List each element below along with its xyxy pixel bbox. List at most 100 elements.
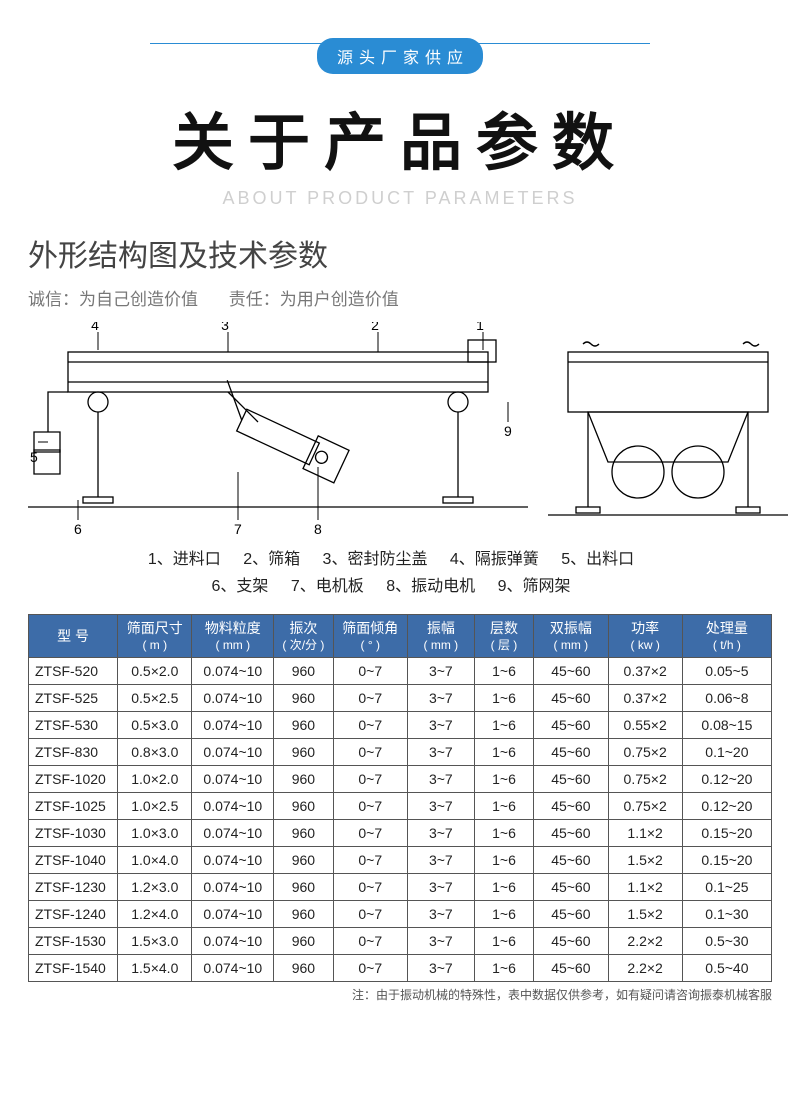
table-row: ZTSF-12401.2×4.00.074~109600~73~71~645~6… [29,901,772,928]
table-cell: 0.12~20 [682,766,771,793]
table-cell: 0~7 [333,928,407,955]
legend-item: 3、密封防尘盖 [323,551,428,568]
legend-item: 7、电机板 [291,578,364,595]
table-col-header: 层数( 层 ) [474,615,533,658]
table-cell: 1~6 [474,739,533,766]
table-cell: 3~7 [407,658,474,685]
table-cell: 0.074~10 [192,739,274,766]
table-cell: 0.08~15 [682,712,771,739]
table-cell: 3~7 [407,739,474,766]
table-cell: ZTSF-1020 [29,766,118,793]
table-cell: 0.06~8 [682,685,771,712]
table-cell: 1.5×3.0 [118,928,192,955]
diag-num-9: 9 [504,423,512,439]
section-title: 外形结构图及技术参数 [28,231,772,275]
table-cell: 0.074~10 [192,901,274,928]
table-cell: 960 [274,874,333,901]
diagram-legend: 1、进料口 2、筛箱 3、密封防尘盖 4、隔振弹簧 5、出料口 6、支架 7、电… [28,546,772,600]
table-cell: 0~7 [333,901,407,928]
parameters-table: 型 号筛面尺寸( m )物料粒度( mm )振次( 次/分 )筛面倾角( ° )… [28,614,772,982]
diag-num-1: 1 [476,322,484,333]
table-row: ZTSF-10201.0×2.00.074~109600~73~71~645~6… [29,766,772,793]
table-cell: 1.1×2 [608,820,682,847]
supplier-pill: 源头厂家供应 [317,38,483,74]
table-cell: 3~7 [407,820,474,847]
table-row: ZTSF-10251.0×2.50.074~109600~73~71~645~6… [29,793,772,820]
table-cell: 3~7 [407,847,474,874]
table-cell: 45~60 [534,766,608,793]
table-row: ZTSF-12301.2×3.00.074~109600~73~71~645~6… [29,874,772,901]
table-cell: 960 [274,928,333,955]
table-cell: 960 [274,739,333,766]
table-col-header: 筛面尺寸( m ) [118,615,192,658]
table-cell: ZTSF-530 [29,712,118,739]
legend-item: 9、筛网架 [498,578,571,595]
table-cell: 3~7 [407,955,474,982]
table-cell: 3~7 [407,712,474,739]
table-col-header: 功率( kw ) [608,615,682,658]
table-cell: 45~60 [534,820,608,847]
table-cell: 45~60 [534,847,608,874]
table-cell: 3~7 [407,766,474,793]
table-cell: 0.37×2 [608,685,682,712]
table-cell: 1~6 [474,712,533,739]
table-cell: 0.074~10 [192,766,274,793]
table-cell: 0.1~25 [682,874,771,901]
table-cell: 45~60 [534,739,608,766]
table-cell: 0.5~40 [682,955,771,982]
table-cell: 0~7 [333,685,407,712]
table-cell: 0~7 [333,712,407,739]
table-cell: 45~60 [534,874,608,901]
table-cell: 960 [274,766,333,793]
table-row: ZTSF-5300.5×3.00.074~109600~73~71~645~60… [29,712,772,739]
table-cell: 1~6 [474,658,533,685]
diag-num-4: 4 [91,322,99,333]
table-cell: 0.5×3.0 [118,712,192,739]
page-title: 关于产品参数 [0,92,800,182]
table-cell: 0.074~10 [192,685,274,712]
table-cell: 45~60 [534,928,608,955]
table-cell: 0.15~20 [682,820,771,847]
table-row: ZTSF-10401.0×4.00.074~109600~73~71~645~6… [29,847,772,874]
table-cell: ZTSF-520 [29,658,118,685]
table-cell: 0.074~10 [192,712,274,739]
table-cell: 0.074~10 [192,658,274,685]
diag-num-7: 7 [234,521,242,537]
table-cell: 0.5×2.5 [118,685,192,712]
table-cell: 0.15~20 [682,847,771,874]
table-cell: 0.8×3.0 [118,739,192,766]
table-cell: 0.074~10 [192,874,274,901]
supplier-pill-row: 源头厂家供应 [0,0,800,82]
table-col-header: 物料粒度( mm ) [192,615,274,658]
diag-num-5: 5 [30,449,38,465]
table-cell: 1.1×2 [608,874,682,901]
table-cell: 1~6 [474,820,533,847]
table-cell: 45~60 [534,793,608,820]
legend-item: 1、进料口 [148,551,221,568]
table-cell: 0.05~5 [682,658,771,685]
table-body: ZTSF-5200.5×2.00.074~109600~73~71~645~60… [29,658,772,982]
table-col-header: 筛面倾角( ° ) [333,615,407,658]
table-cell: 0.074~10 [192,793,274,820]
table-cell: 1.5×4.0 [118,955,192,982]
table-cell: 0~7 [333,955,407,982]
table-cell: 2.2×2 [608,928,682,955]
table-cell: 0.75×2 [608,739,682,766]
table-cell: 1.5×2 [608,901,682,928]
legend-item: 8、振动电机 [386,578,475,595]
table-cell: 45~60 [534,955,608,982]
table-cell: 45~60 [534,712,608,739]
table-cell: 45~60 [534,901,608,928]
diag-num-6: 6 [74,521,82,537]
table-col-header: 振次( 次/分 ) [274,615,333,658]
table-cell: 0.074~10 [192,847,274,874]
table-cell: 0.75×2 [608,793,682,820]
table-cell: 0.12~20 [682,793,771,820]
table-cell: 0~7 [333,847,407,874]
table-row: ZTSF-5200.5×2.00.074~109600~73~71~645~60… [29,658,772,685]
diag-num-2: 2 [371,322,379,333]
table-cell: 0.074~10 [192,955,274,982]
table-cell: 0~7 [333,820,407,847]
table-cell: ZTSF-1240 [29,901,118,928]
table-row: ZTSF-15301.5×3.00.074~109600~73~71~645~6… [29,928,772,955]
